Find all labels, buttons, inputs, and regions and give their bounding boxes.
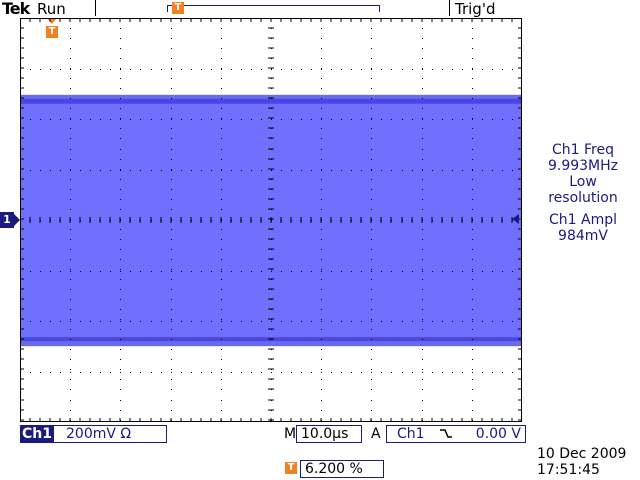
- horizontal-position-readout[interactable]: 6.200 %: [300, 460, 384, 478]
- ch1-waveform-lower-edge: [21, 337, 521, 347]
- falling-edge-icon: [440, 429, 452, 438]
- trigger-label: A: [371, 426, 381, 442]
- trigger-position-marker[interactable]: T: [46, 26, 58, 38]
- coupling-icon: Ω: [120, 426, 132, 442]
- top-bar-divider: [95, 0, 96, 16]
- graticule-border: [20, 18, 522, 422]
- trigger-level: 0.00 V: [475, 426, 521, 442]
- record-length-bar: [167, 5, 380, 12]
- channel-label[interactable]: Ch1: [20, 425, 54, 443]
- measurement-note: Low: [569, 174, 597, 190]
- trigger-state: Trig'd: [455, 0, 496, 18]
- measurement-value: 984mV: [558, 228, 608, 244]
- measurement-title: Ch1 Freq: [552, 142, 614, 158]
- graticule: [20, 18, 522, 422]
- time-readout: 17:51:45: [537, 462, 600, 478]
- date-readout: 10 Dec 2009: [537, 446, 627, 462]
- measurement-ch1-freq: Ch1 Freq 9.993MHz Low resolution: [527, 142, 639, 206]
- brand-logo: Tek: [2, 0, 30, 18]
- measurement-note: resolution: [548, 190, 618, 206]
- top-bar-divider: [449, 0, 450, 16]
- time-per-div-readout[interactable]: 10.0µs: [296, 425, 362, 443]
- volts-per-div: 200mV: [66, 426, 116, 442]
- trigger-level-arrow-icon[interactable]: [512, 214, 519, 224]
- measurement-ch1-ampl: Ch1 Ampl 984mV: [527, 212, 639, 244]
- record-trigger-marker: T: [172, 2, 184, 14]
- ch1-ground-marker[interactable]: 1: [0, 212, 20, 228]
- measurement-title: Ch1 Ampl: [549, 212, 617, 228]
- trigger-readout[interactable]: Ch1 0.00 V: [386, 425, 526, 443]
- horizontal-position-marker: T: [285, 462, 297, 474]
- acquisition-state: Run: [37, 0, 66, 18]
- measurement-value: 9.993MHz: [547, 158, 619, 174]
- trigger-source: Ch1: [397, 426, 425, 442]
- main-timebase-label: M: [284, 426, 297, 442]
- vertical-scale-readout[interactable]: 200mV Ω: [51, 425, 167, 443]
- ch1-waveform-upper-edge: [21, 94, 521, 104]
- trigger-position-arrow-icon: [47, 18, 57, 24]
